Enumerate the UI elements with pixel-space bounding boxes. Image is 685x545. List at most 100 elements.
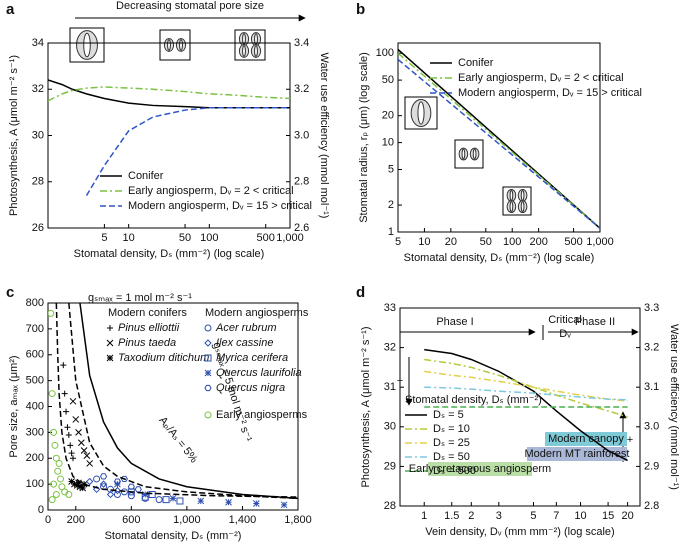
- marker: [225, 498, 232, 506]
- y-tick-label: 100: [376, 47, 394, 59]
- y-tick-label: 800: [26, 297, 44, 309]
- marker: [204, 384, 212, 392]
- pore: [509, 190, 514, 201]
- x-tick-label: 1,000: [173, 514, 201, 526]
- annotation: Critical: [548, 314, 582, 326]
- x-tick-label: 50: [179, 232, 191, 244]
- region-box: [527, 447, 627, 461]
- marker: [107, 325, 113, 331]
- legend-label: Acer rubrum: [215, 322, 277, 334]
- x-axis-label: Stomatal density, Dₛ (mm⁻²): [105, 530, 242, 542]
- marker: [76, 483, 84, 491]
- x-tick-label: 10: [574, 510, 586, 522]
- y-axis-label: Pore size, aₘₐₓ (μm²): [8, 355, 20, 457]
- marker: [65, 491, 73, 498]
- marker: [120, 488, 128, 496]
- y-tick-label: 500: [26, 375, 44, 387]
- x-axis-label: Stomatal density, Dₛ (mm⁻²) (log scale): [74, 248, 265, 260]
- x-tick-label: 1,000: [276, 232, 304, 244]
- annotation: Modern canopy: [548, 433, 624, 445]
- legend-label: Early angiosperm, Dᵥ = 2 < critical: [128, 185, 294, 197]
- y-tick-label: 33: [384, 302, 396, 314]
- marker: [79, 484, 87, 492]
- y2-tick-label: 3.1: [644, 381, 659, 393]
- x-tick-label: 50: [480, 236, 492, 248]
- marker: [60, 362, 67, 369]
- x-tick-label: 100: [200, 232, 218, 244]
- legend-label: Conifer: [458, 57, 494, 69]
- legend-label: Quercus laurifolia: [216, 367, 302, 379]
- legend-label: Dₛ = 50: [433, 451, 470, 463]
- marker: [99, 480, 108, 488]
- legend-label: Myrica cerifera: [216, 352, 288, 364]
- series-line: [48, 79, 290, 109]
- marker: [280, 501, 288, 509]
- series-line: [424, 386, 628, 401]
- x-tick-label: 600: [122, 514, 140, 526]
- marker: [127, 492, 135, 500]
- marker: [204, 411, 212, 419]
- region-box: [428, 462, 532, 476]
- annotation: Dᵥ: [559, 328, 571, 340]
- marker: [52, 454, 60, 462]
- pore: [242, 45, 246, 57]
- panel-label: d: [356, 284, 365, 301]
- pore: [461, 148, 466, 160]
- marker: [58, 483, 66, 491]
- legend-label: Conifer: [128, 170, 164, 182]
- marker: [106, 354, 114, 362]
- marker: [148, 490, 156, 498]
- marker: [67, 442, 74, 449]
- marker: [86, 460, 94, 467]
- legend-label: Early angiosperms: [216, 409, 308, 421]
- x-tick-label: 5: [530, 510, 536, 522]
- marker: [106, 490, 115, 499]
- marker: [73, 482, 81, 489]
- annotation: Phase II: [575, 316, 615, 328]
- marker: [64, 424, 71, 431]
- marker: [48, 390, 56, 397]
- x-axis-label: Vein density, Dᵥ (mm mm⁻²) (log scale): [425, 526, 614, 538]
- marker: [113, 486, 122, 495]
- y-tick-label: 29: [384, 460, 396, 472]
- y-tick-label: 32: [32, 83, 44, 95]
- y-tick-label: 20: [382, 110, 394, 122]
- legend-label: Dₛ = 500: [433, 465, 476, 477]
- x-tick-label: 1: [421, 510, 427, 522]
- y-tick-label: 700: [26, 323, 44, 335]
- legend-label: Dₛ = 5: [433, 409, 464, 421]
- marker: [197, 497, 205, 505]
- y2-tick-label: 3.4: [294, 37, 309, 49]
- marker: [77, 439, 85, 447]
- marker: [204, 354, 212, 362]
- panel-label: b: [356, 1, 365, 18]
- annotation: Early cretaceous angiosperm: [409, 463, 551, 475]
- marker: [51, 441, 59, 449]
- curve-label: Aₚ/Aₛ = 5%: [156, 415, 199, 466]
- legend-label: Ilex cassine: [216, 337, 273, 349]
- y2-axis-label: Water use efficiency (mmol mol⁻¹): [668, 324, 680, 490]
- x-tick-label: 200: [67, 514, 85, 526]
- y-axis-label: Photosynthesis, A (μmol m⁻² s⁻¹): [360, 327, 372, 488]
- x-tick-label: 15: [602, 510, 614, 522]
- y-tick-label: 300: [26, 426, 44, 438]
- x-tick-label: 500: [257, 232, 275, 244]
- plot-frame: [399, 307, 641, 507]
- curve: [55, 303, 298, 498]
- y2-axis-label: Water use efficiency (mmol mol⁻¹): [318, 53, 330, 219]
- series-line: [48, 86, 290, 102]
- legend-label: Quercus nigra: [216, 382, 285, 394]
- marker: [48, 496, 56, 504]
- series-line: [398, 58, 600, 229]
- annotation: Decreasing stomatal pore size: [116, 0, 264, 12]
- x-tick-label: 0: [45, 514, 51, 526]
- x-tick-label: 1,800: [284, 514, 312, 526]
- y2-tick-label: 3.3: [644, 302, 659, 314]
- x-tick-label: 5: [395, 236, 401, 248]
- y-tick-label: 30: [384, 421, 396, 433]
- y2-tick-label: 2.6: [294, 222, 309, 234]
- marker: [50, 480, 58, 488]
- legend-label: Taxodium ditichum: [118, 352, 209, 364]
